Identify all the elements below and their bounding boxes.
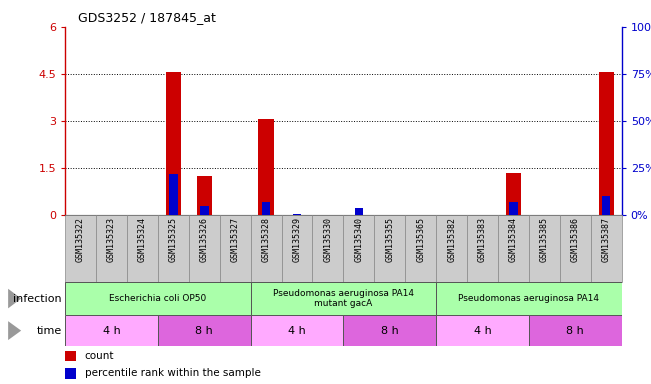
Text: count: count bbox=[85, 351, 114, 361]
Polygon shape bbox=[8, 289, 21, 308]
Text: time: time bbox=[36, 326, 62, 336]
Bar bbox=[65, 368, 76, 379]
Text: Pseudomonas aeruginosa PA14: Pseudomonas aeruginosa PA14 bbox=[458, 294, 600, 303]
Text: 4 h: 4 h bbox=[288, 326, 306, 336]
Bar bbox=[436, 215, 467, 282]
Bar bbox=[343, 315, 436, 346]
Bar bbox=[343, 215, 374, 282]
Text: 8 h: 8 h bbox=[566, 326, 584, 336]
Bar bbox=[65, 351, 76, 361]
Text: 8 h: 8 h bbox=[195, 326, 213, 336]
Bar bbox=[467, 215, 498, 282]
Bar bbox=[258, 119, 274, 215]
Text: GSM135385: GSM135385 bbox=[540, 217, 549, 262]
Text: GSM135330: GSM135330 bbox=[324, 217, 333, 262]
Bar bbox=[251, 282, 436, 315]
Bar bbox=[65, 215, 96, 282]
Bar bbox=[65, 315, 158, 346]
Bar bbox=[65, 282, 251, 315]
Bar bbox=[312, 215, 343, 282]
Bar bbox=[498, 215, 529, 282]
Text: percentile rank within the sample: percentile rank within the sample bbox=[85, 368, 260, 379]
Text: GSM135329: GSM135329 bbox=[292, 217, 301, 262]
Text: GSM135384: GSM135384 bbox=[509, 217, 518, 262]
Bar bbox=[374, 215, 405, 282]
Text: 4 h: 4 h bbox=[474, 326, 492, 336]
Text: infection: infection bbox=[13, 293, 62, 304]
Bar bbox=[158, 215, 189, 282]
Bar bbox=[529, 215, 560, 282]
Bar bbox=[96, 215, 127, 282]
Text: Escherichia coli OP50: Escherichia coli OP50 bbox=[109, 294, 206, 303]
Text: GSM135340: GSM135340 bbox=[354, 217, 363, 262]
Text: Pseudomonas aeruginosa PA14
mutant gacA: Pseudomonas aeruginosa PA14 mutant gacA bbox=[273, 289, 414, 308]
Bar bbox=[127, 215, 158, 282]
Bar bbox=[281, 215, 312, 282]
Bar bbox=[165, 72, 181, 215]
Text: GSM135386: GSM135386 bbox=[571, 217, 580, 262]
Bar bbox=[560, 215, 590, 282]
Text: GSM135382: GSM135382 bbox=[447, 217, 456, 262]
Bar bbox=[355, 207, 363, 215]
Text: 4 h: 4 h bbox=[103, 326, 120, 336]
Text: GSM135383: GSM135383 bbox=[478, 217, 487, 262]
Bar bbox=[189, 215, 219, 282]
Bar bbox=[262, 202, 270, 215]
Text: GSM135326: GSM135326 bbox=[200, 217, 209, 262]
Bar bbox=[436, 315, 529, 346]
Text: GSM135327: GSM135327 bbox=[230, 217, 240, 262]
Bar bbox=[590, 215, 622, 282]
Bar bbox=[602, 196, 611, 215]
Bar bbox=[598, 72, 614, 215]
Bar bbox=[405, 215, 436, 282]
Bar bbox=[219, 215, 251, 282]
Bar bbox=[251, 315, 343, 346]
Text: GSM135365: GSM135365 bbox=[416, 217, 425, 262]
Text: GSM135324: GSM135324 bbox=[138, 217, 147, 262]
Text: GSM135323: GSM135323 bbox=[107, 217, 116, 262]
Text: GSM135322: GSM135322 bbox=[76, 217, 85, 262]
Bar bbox=[251, 215, 281, 282]
Bar bbox=[169, 174, 178, 215]
Bar bbox=[529, 315, 622, 346]
Text: GSM135387: GSM135387 bbox=[602, 217, 611, 262]
Bar bbox=[158, 315, 251, 346]
Bar bbox=[509, 202, 518, 215]
Bar bbox=[293, 214, 301, 215]
Text: GDS3252 / 187845_at: GDS3252 / 187845_at bbox=[78, 12, 216, 25]
Bar bbox=[200, 206, 208, 215]
Text: GSM135325: GSM135325 bbox=[169, 217, 178, 262]
Bar bbox=[197, 176, 212, 215]
Bar bbox=[436, 282, 622, 315]
Text: GSM135328: GSM135328 bbox=[262, 217, 271, 262]
Bar bbox=[506, 173, 521, 215]
Text: GSM135355: GSM135355 bbox=[385, 217, 395, 262]
Text: 8 h: 8 h bbox=[381, 326, 398, 336]
Polygon shape bbox=[8, 321, 21, 340]
